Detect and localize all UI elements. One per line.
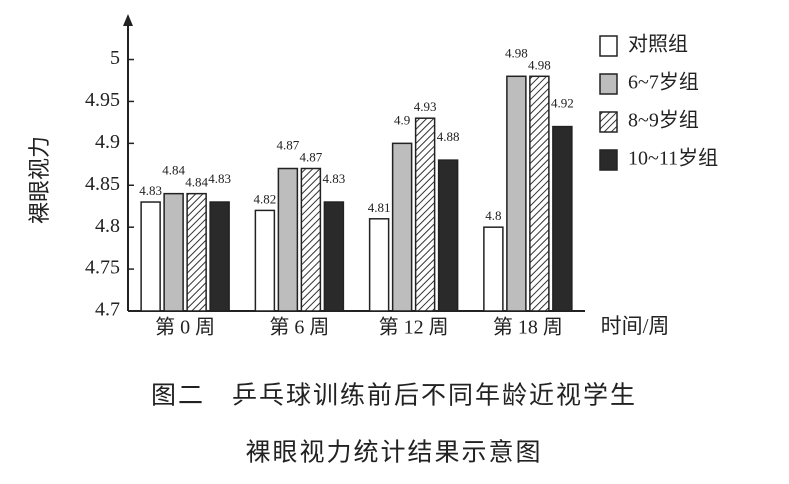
y-tick-label: 4.75 (85, 257, 120, 279)
bar (277, 167, 299, 312)
legend-label: 6~7岁组 (628, 71, 699, 94)
y-axis-label: 裸眼视力 (27, 136, 52, 224)
bar (254, 209, 276, 312)
y-tick-label: 4.9 (95, 131, 120, 153)
x-tick-label: 第 0 周 (155, 316, 215, 339)
bar (368, 218, 390, 312)
bar (529, 75, 550, 312)
value-label: 4.88 (437, 129, 460, 144)
value-label: 4.87 (300, 149, 323, 164)
value-label: 4.83 (323, 171, 346, 186)
legend-label: 对照组 (628, 33, 688, 56)
value-label: 4.87 (277, 137, 300, 152)
y-axis-arrow (123, 14, 133, 26)
bar (391, 142, 413, 312)
value-label: 4.83 (208, 171, 231, 186)
value-label: 4.93 (414, 99, 437, 114)
x-tick-label: 第 18 周 (493, 316, 563, 339)
x-tick-label: 第 6 周 (269, 316, 329, 339)
y-tick-label: 4.85 (85, 173, 120, 195)
value-label: 4.84 (185, 175, 208, 190)
legend-swatch (599, 111, 618, 133)
value-label: 4.9 (394, 112, 410, 127)
value-label: 4.82 (254, 191, 277, 206)
bar (300, 167, 322, 312)
bar (140, 201, 161, 312)
bar (506, 75, 527, 312)
bar (414, 117, 436, 312)
bar (323, 201, 345, 312)
bar (483, 226, 504, 312)
y-tick-label: 5 (110, 47, 120, 69)
value-label: 4.98 (505, 45, 528, 60)
value-label: 4.84 (162, 163, 185, 178)
x-tick-label: 第 12 周 (379, 316, 449, 339)
x-axis-label: 时间/周 (601, 314, 670, 338)
bar (552, 125, 573, 312)
caption-line: 图二 乒乓球训练前后不同年龄近视学生 (151, 382, 637, 410)
value-label: 4.8 (485, 208, 501, 223)
legend-label: 10~11岁组 (628, 147, 718, 170)
y-tick-label: 4.7 (95, 299, 120, 321)
value-label: 4.81 (368, 200, 391, 215)
value-label: 4.83 (139, 183, 162, 198)
value-label: 4.98 (528, 57, 551, 72)
legend-label: 8~9岁组 (628, 109, 699, 132)
legend-swatch (599, 35, 618, 57)
bar (437, 159, 459, 312)
y-tick-label: 4.95 (85, 89, 120, 111)
y-tick-label: 4.8 (95, 215, 120, 237)
value-label: 4.92 (551, 96, 574, 111)
bar (186, 192, 207, 312)
caption-line: 裸眼视力统计结果示意图 (245, 439, 542, 467)
legend-swatch (599, 149, 618, 171)
bar (209, 201, 230, 312)
legend-swatch (599, 73, 618, 95)
bar (163, 192, 184, 312)
